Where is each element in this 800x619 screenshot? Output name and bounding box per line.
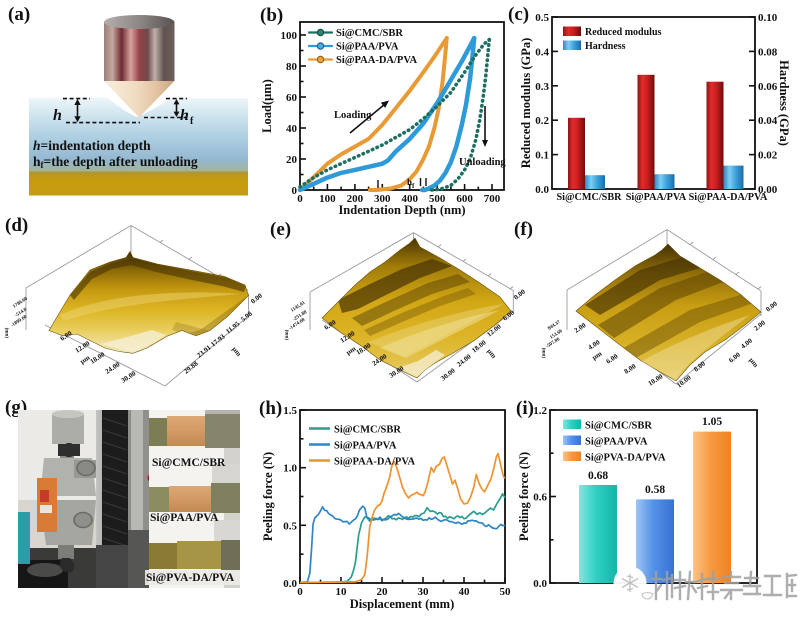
- svg-text:-514.0: -514.0: [14, 307, 28, 318]
- svg-text:844.37: 844.37: [547, 320, 562, 332]
- svg-text:0: 0: [297, 193, 303, 205]
- svg-text:0.1: 0.1: [535, 150, 549, 162]
- svg-text:153.66: 153.66: [549, 329, 564, 341]
- svg-text:f: f: [190, 116, 194, 127]
- svg-text:Si@PVA-DA/PVA: Si@PVA-DA/PVA: [585, 453, 666, 464]
- svg-text:100: 100: [319, 193, 336, 205]
- svg-text:Load(μm): Load(μm): [260, 79, 274, 133]
- svg-text:600: 600: [456, 193, 473, 205]
- svg-text:20: 20: [286, 154, 298, 166]
- svg-text:Si@CMC/SBR: Si@CMC/SBR: [585, 421, 652, 432]
- svg-text:Si@CMC/SBR: Si@CMC/SBR: [334, 425, 401, 436]
- svg-text:Si@PAA/PVA: Si@PAA/PVA: [150, 512, 219, 524]
- svg-text:1.2: 1.2: [533, 405, 547, 417]
- svg-text:0.4: 0.4: [535, 46, 549, 58]
- svg-text:Si@PAA-DA/PVA: Si@PAA-DA/PVA: [336, 55, 418, 66]
- svg-text:80: 80: [286, 61, 298, 73]
- svg-text:f: f: [412, 182, 415, 190]
- svg-text:(h): (h): [259, 398, 282, 419]
- svg-text:h: h: [407, 177, 412, 187]
- svg-text:100: 100: [281, 30, 298, 42]
- svg-text:Indentation Depth (nm): Indentation Depth (nm): [338, 203, 465, 217]
- svg-text:(i): (i): [516, 398, 534, 419]
- svg-text:20: 20: [377, 586, 389, 598]
- svg-text:300: 300: [374, 193, 391, 205]
- svg-text:40: 40: [459, 586, 471, 598]
- svg-text:0.0: 0.0: [533, 578, 547, 590]
- svg-text:10: 10: [336, 586, 348, 598]
- svg-text:40: 40: [286, 123, 298, 135]
- svg-text:Reduced modulus (GPa): Reduced modulus (GPa): [519, 38, 533, 169]
- svg-text:(a): (a): [8, 4, 30, 25]
- svg-text:1.0: 1.0: [283, 463, 297, 475]
- svg-text:200: 200: [347, 193, 364, 205]
- svg-text:Displacement (mm): Displacement (mm): [350, 597, 455, 611]
- svg-text:0.5: 0.5: [283, 520, 297, 532]
- svg-text:(f): (f): [514, 219, 533, 240]
- svg-text:0.6: 0.6: [533, 492, 547, 504]
- svg-text:0.06: 0.06: [758, 81, 778, 93]
- svg-text:(b): (b): [260, 5, 283, 26]
- svg-text:Hardness (GPa): Hardness (GPa): [777, 60, 791, 146]
- svg-text:0.5: 0.5: [535, 12, 549, 24]
- svg-text:(nm): (nm): [285, 329, 290, 340]
- svg-text:1.05: 1.05: [702, 416, 722, 428]
- svg-text:Si@CMC/SBR: Si@CMC/SBR: [557, 192, 623, 203]
- svg-text:(nm): (nm): [542, 347, 547, 358]
- svg-text:Si@PVA-DA/PVA: Si@PVA-DA/PVA: [146, 572, 235, 584]
- svg-text:50: 50: [500, 586, 512, 598]
- svg-text:400: 400: [401, 193, 418, 205]
- svg-text:(e): (e): [270, 219, 291, 240]
- svg-text:(c): (c): [508, 4, 529, 25]
- svg-text:0.02: 0.02: [758, 150, 778, 162]
- svg-text:Si@CMC/SBR: Si@CMC/SBR: [336, 28, 403, 39]
- svg-text:Hardness: Hardness: [585, 41, 626, 52]
- svg-text:0.68: 0.68: [588, 470, 608, 482]
- svg-text:Peeling force (N): Peeling force (N): [517, 452, 531, 541]
- svg-text:0.00: 0.00: [758, 184, 778, 196]
- svg-text:0: 0: [292, 185, 298, 197]
- svg-text:700: 700: [484, 193, 501, 205]
- svg-text:0.3: 0.3: [535, 81, 549, 93]
- svg-text:h: h: [180, 107, 189, 124]
- svg-text:Si@PAA-DA/PVA: Si@PAA-DA/PVA: [334, 457, 416, 468]
- svg-text:500: 500: [429, 193, 446, 205]
- svg-text:Si@CMC/SBR: Si@CMC/SBR: [152, 457, 226, 469]
- svg-text:0.2: 0.2: [535, 115, 549, 127]
- svg-text:0.04: 0.04: [758, 115, 778, 127]
- svg-text:h=indentation depth: h=indentation depth: [33, 138, 151, 153]
- svg-text:Si@PAA/PVA: Si@PAA/PVA: [336, 42, 399, 53]
- svg-text:0.58: 0.58: [645, 484, 665, 496]
- svg-text:Peeling force (N): Peeling force (N): [261, 452, 275, 541]
- svg-text:Si@PAA/PVA: Si@PAA/PVA: [334, 441, 397, 452]
- svg-text:Loading: Loading: [334, 110, 372, 121]
- svg-text:Reduced modulus: Reduced modulus: [585, 27, 662, 38]
- svg-text:1.5: 1.5: [283, 405, 297, 417]
- svg-text:60: 60: [286, 92, 298, 104]
- svg-text:(nm): (nm): [5, 327, 10, 338]
- svg-text:0.08: 0.08: [758, 46, 778, 58]
- svg-text:Unloading: Unloading: [459, 157, 506, 168]
- svg-text:Si@PAA/PVA: Si@PAA/PVA: [585, 437, 648, 448]
- svg-text:hf=the depth after unloading: hf=the depth after unloading: [33, 154, 198, 170]
- svg-text:30: 30: [418, 586, 430, 598]
- svg-text:0.10: 0.10: [758, 12, 778, 24]
- svg-text:0.0: 0.0: [283, 578, 297, 590]
- svg-text:Si@PAA-DA/PVA: Si@PAA-DA/PVA: [689, 192, 768, 203]
- svg-text:0.0: 0.0: [535, 184, 549, 196]
- svg-text:Si@PAA/PVA: Si@PAA/PVA: [626, 192, 687, 203]
- svg-text:h: h: [53, 107, 62, 124]
- svg-text:(d): (d): [5, 215, 28, 236]
- svg-text:0: 0: [297, 586, 303, 598]
